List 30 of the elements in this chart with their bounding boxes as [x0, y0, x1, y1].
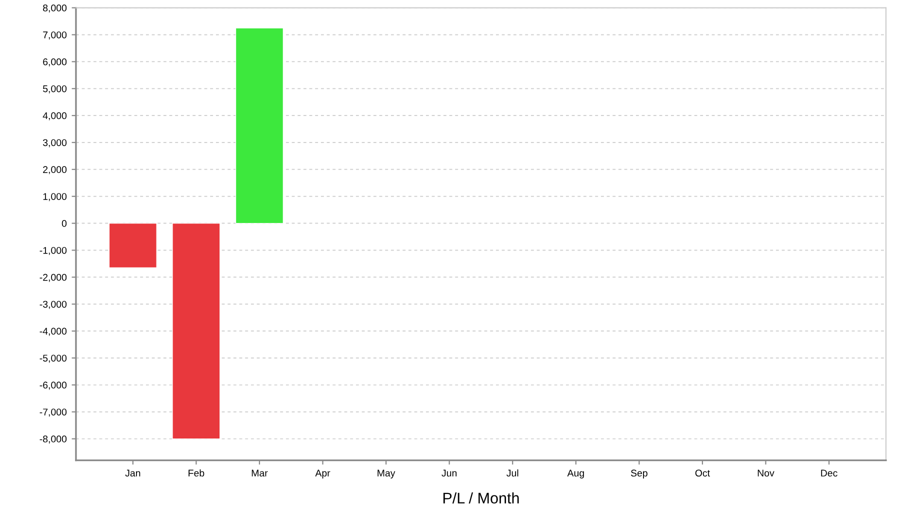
x-tick-label: Aug [567, 470, 584, 478]
x-tick-label: May [378, 470, 396, 478]
x-tick-label: Mar [252, 470, 268, 477]
y-tick-label: 3,000 [42, 139, 67, 148]
y-tick-label: 2,000 [43, 166, 67, 174]
y-tick-label: 0 [62, 220, 67, 227]
y-tick-label: 7,000 [43, 31, 67, 40]
x-tick-label: Oct [695, 470, 710, 477]
y-tick-label: -1,000 [40, 246, 67, 255]
y-tick-label: -3,000 [40, 300, 67, 309]
y-tick-label: -5,000 [40, 354, 67, 363]
y-tick-label: -6,000 [40, 382, 67, 390]
y-tick-label: 1,000 [43, 193, 67, 202]
y-tick-label: -7,000 [40, 408, 67, 417]
y-tick-label: 8,000 [43, 4, 67, 13]
x-axis-title: P/L / Month [443, 492, 519, 504]
x-tick-label: Jan [125, 470, 140, 477]
y-tick-label: -2,000 [40, 274, 67, 282]
y-tick-label: 4,000 [42, 112, 67, 120]
x-tick-label: Dec [821, 470, 838, 477]
y-tick-label: 5,000 [42, 85, 67, 94]
x-tick-label: Apr [315, 470, 330, 478]
y-tick-label: -4,000 [40, 328, 67, 336]
y-tick-label: 6,000 [43, 58, 67, 66]
x-tick-label: Nov [758, 470, 774, 477]
x-tick-label: Jun [442, 470, 457, 477]
x-tick-label: Feb [188, 469, 204, 477]
y-tick-label: -8,000 [40, 436, 67, 444]
x-tick-label: Sep [630, 470, 648, 478]
x-tick-label: Jul [506, 469, 518, 477]
